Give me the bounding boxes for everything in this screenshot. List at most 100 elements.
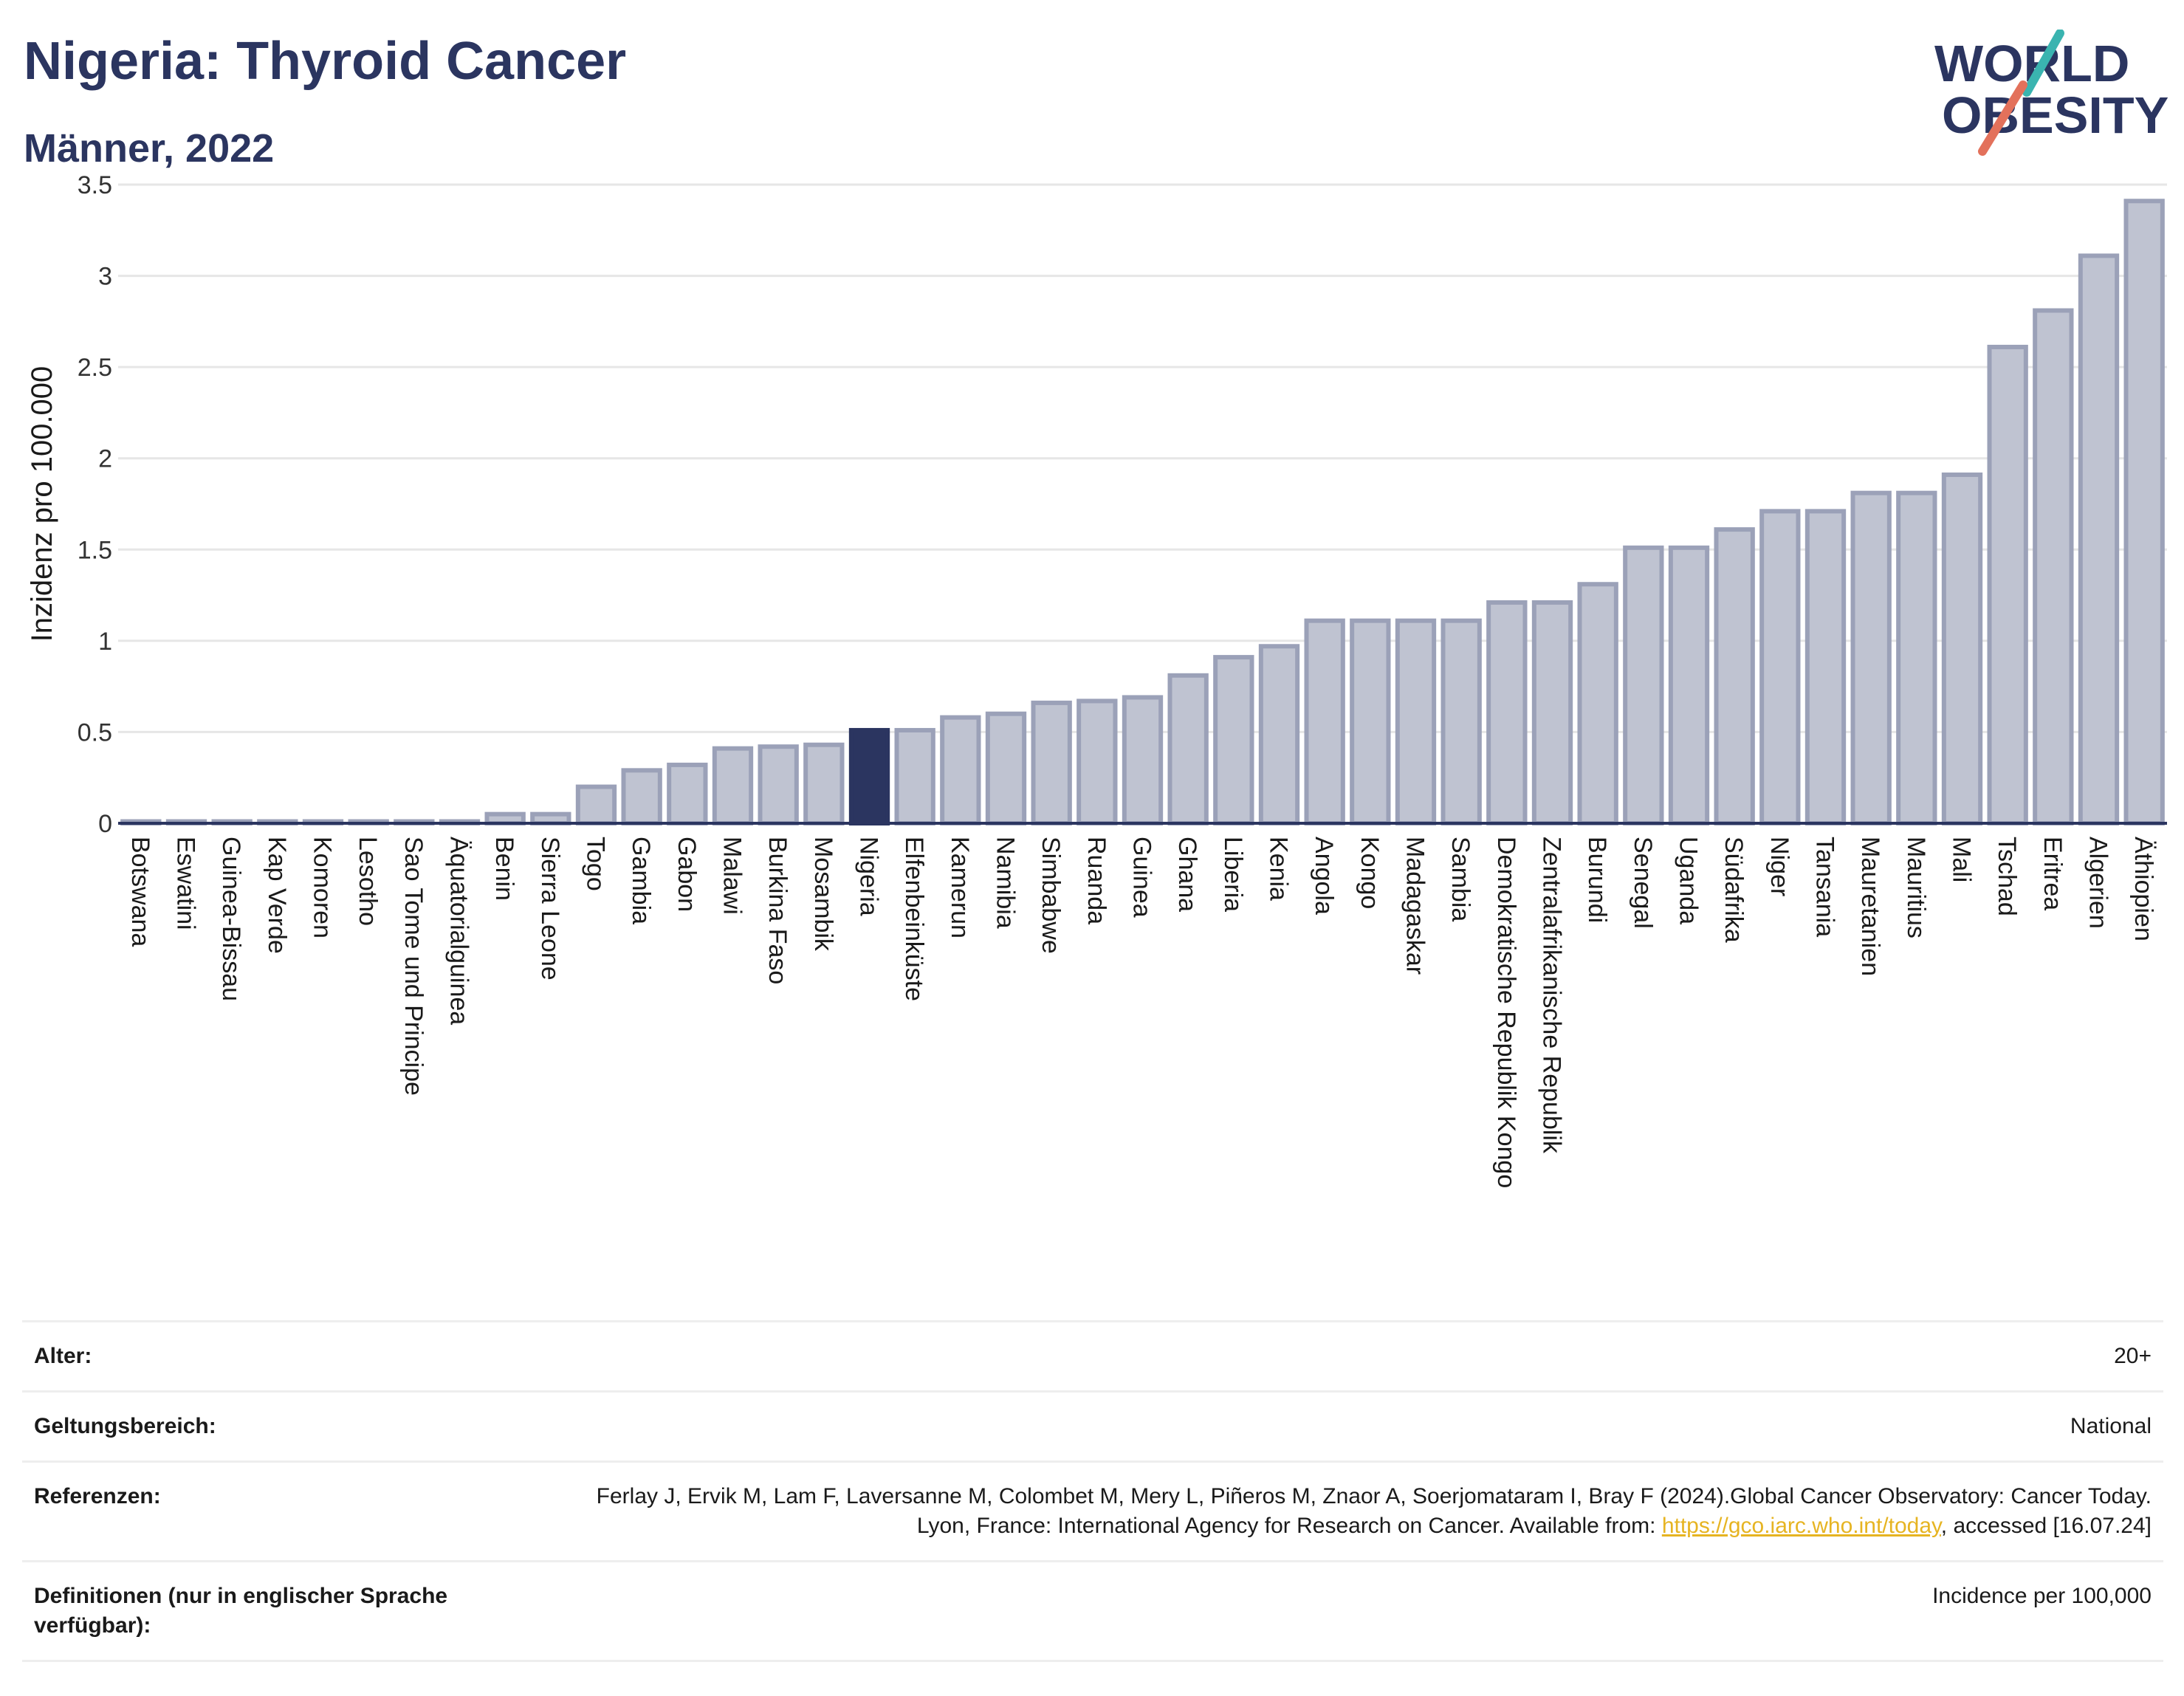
x-tick-label: Mauretanien xyxy=(1856,837,1884,976)
meta-value: Incidence per 100,000 xyxy=(1932,1584,2152,1608)
bar-niger xyxy=(1759,509,1801,826)
reference-link[interactable]: https://gco.iarc.who.int/today xyxy=(1661,1514,1941,1538)
x-tick-label: Ruanda xyxy=(1082,837,1110,924)
x-tick-label: Sierra Leone xyxy=(536,837,564,981)
bar-nigeria xyxy=(848,727,890,826)
x-tick-label: Burundi xyxy=(1583,837,1611,923)
x-tick-label: Gambia xyxy=(627,837,655,924)
world-obesity-logo: WORLD OBESITY xyxy=(1934,30,2168,156)
x-tick-label: Elfenbeinküste xyxy=(900,837,928,1001)
y-axis-title: Inzidenz pro 100.000 xyxy=(26,366,58,642)
x-tick-label: Tschad xyxy=(1993,837,2021,916)
bar-burundi xyxy=(1577,582,1618,825)
x-tick-label: Mosambik xyxy=(809,837,837,952)
bar-mali xyxy=(1941,472,1983,825)
bar-mauritius xyxy=(1896,490,1937,826)
meta-key: Referenzen: xyxy=(34,1484,161,1508)
bar-algerien xyxy=(2078,253,2120,825)
x-tick-label: Togo xyxy=(582,837,610,891)
bar-senegal xyxy=(1623,545,1664,825)
meta-row-definitions: Definitionen (nur in englischer Sprache … xyxy=(22,1560,2163,1662)
x-tick-label: Liberia xyxy=(1219,837,1247,912)
meta-key: Definitionen (nur in englischer Sprache … xyxy=(34,1584,448,1638)
x-tick-label: Benin xyxy=(490,837,518,901)
x-tick-label: Mauritius xyxy=(1902,837,1930,938)
x-tick-label: Gabon xyxy=(673,837,701,912)
bar-chart: 0 0.5 1 1.5 2 2.5 3 3.5 Botswana Eswatini Guinea-… xyxy=(26,171,2167,1188)
y-tick-label: 3 xyxy=(98,263,112,291)
y-tick-label: 0 xyxy=(98,810,112,838)
bar-äthiopien xyxy=(2123,199,2165,825)
x-tick-label: Komoren xyxy=(309,837,337,938)
y-tick-label: 0.5 xyxy=(78,718,112,746)
bar-mosambik xyxy=(803,742,845,826)
bar-ghana xyxy=(1167,673,1209,825)
bar-togo xyxy=(575,784,617,825)
bar-tschad xyxy=(1987,344,2028,825)
bar-guinea xyxy=(1122,695,1164,825)
x-tick-label: Algerien xyxy=(2084,837,2112,929)
x-tick-label: Kap Verde xyxy=(263,837,291,954)
bar-mauretanien xyxy=(1850,490,1892,826)
bar-simbabwe xyxy=(1031,700,1072,826)
meta-row-age: Alter: 20+ xyxy=(22,1320,2163,1390)
bar-malawi xyxy=(712,746,754,826)
category-labels: Botswana Eswatini Guinea-Bissau Kap Verde Ko… xyxy=(126,837,2157,1188)
meta-key: Alter: xyxy=(34,1344,92,1368)
x-tick-label: Demokratische Republik Kongo xyxy=(1492,837,1520,1188)
x-tick-label: Sao Tome und Principe xyxy=(399,837,427,1096)
bar-elfenbeinküste xyxy=(894,727,935,826)
x-tick-label: Guinea xyxy=(1128,837,1156,918)
y-tick-label: 1.5 xyxy=(78,536,112,564)
x-tick-label: Kenia xyxy=(1265,837,1293,901)
meta-row-scope: Geltungsbereich: National xyxy=(22,1390,2163,1460)
bar-demokratische-republik-kongo xyxy=(1486,600,1528,825)
chart-subtitle: Männer, 2022 xyxy=(24,126,275,171)
x-tick-label: Namibia xyxy=(992,837,1020,929)
x-tick-label: Nigeria xyxy=(855,837,883,916)
x-tick-label: Ghana xyxy=(1173,837,1201,912)
y-axis-ticks: 0 0.5 1 1.5 2 2.5 3 3.5 xyxy=(78,171,112,838)
y-tick-label: 2.5 xyxy=(78,354,112,382)
bar-kenia xyxy=(1258,644,1300,825)
bar-gambia xyxy=(621,768,662,826)
bars xyxy=(120,199,2165,826)
metadata-table: Alter: 20+ Geltungsbereich: National Ref… xyxy=(22,1320,2163,1662)
bar-angola xyxy=(1304,618,1345,826)
bar-namibia xyxy=(985,711,1027,826)
bar-gabon xyxy=(667,762,708,826)
x-tick-label: Simbabwe xyxy=(1037,837,1065,954)
bar-burkina-faso xyxy=(758,744,799,826)
bar-sambia xyxy=(1440,618,1482,826)
logo-slash-teal xyxy=(2022,30,2064,97)
logo-line2: OBESITY xyxy=(1942,86,2168,144)
x-tick-label: Lesotho xyxy=(354,837,382,926)
x-tick-label: Botswana xyxy=(126,837,154,947)
bar-zentralafrikanische-republik xyxy=(1531,600,1573,825)
x-tick-label: Malawi xyxy=(718,837,746,915)
reference-accessed: , accessed [16.07.24] xyxy=(1940,1514,2152,1538)
y-tick-label: 3.5 xyxy=(78,171,112,199)
bar-liberia xyxy=(1213,655,1254,825)
x-tick-label: Angola xyxy=(1310,837,1338,915)
x-tick-label: Niger xyxy=(1765,837,1793,896)
x-tick-label: Äthiopien xyxy=(2129,837,2157,941)
x-tick-label: Kamerun xyxy=(946,837,974,938)
x-tick-label: Guinea-Bissau xyxy=(217,837,245,1001)
bar-südafrika xyxy=(1714,527,1755,825)
chart-title: Nigeria: Thyroid Cancer xyxy=(24,32,627,91)
x-tick-label: Eritrea xyxy=(2039,837,2067,910)
bar-kongo xyxy=(1350,618,1391,826)
bar-uganda xyxy=(1668,545,1710,825)
bar-eritrea xyxy=(2033,308,2074,825)
y-tick-label: 1 xyxy=(98,628,112,656)
meta-row-references: Referenzen: Ferlay J, Ervik M, Lam F, La… xyxy=(22,1460,2163,1560)
x-tick-label: Uganda xyxy=(1675,837,1703,924)
x-tick-label: Tansania xyxy=(1811,837,1839,937)
y-tick-label: 2 xyxy=(98,445,112,473)
meta-value: National xyxy=(2070,1414,2152,1438)
bar-tansania xyxy=(1804,509,1847,826)
x-tick-label: Südafrika xyxy=(1720,837,1748,943)
x-tick-label: Burkina Faso xyxy=(763,837,791,984)
bar-ruanda xyxy=(1076,698,1118,826)
